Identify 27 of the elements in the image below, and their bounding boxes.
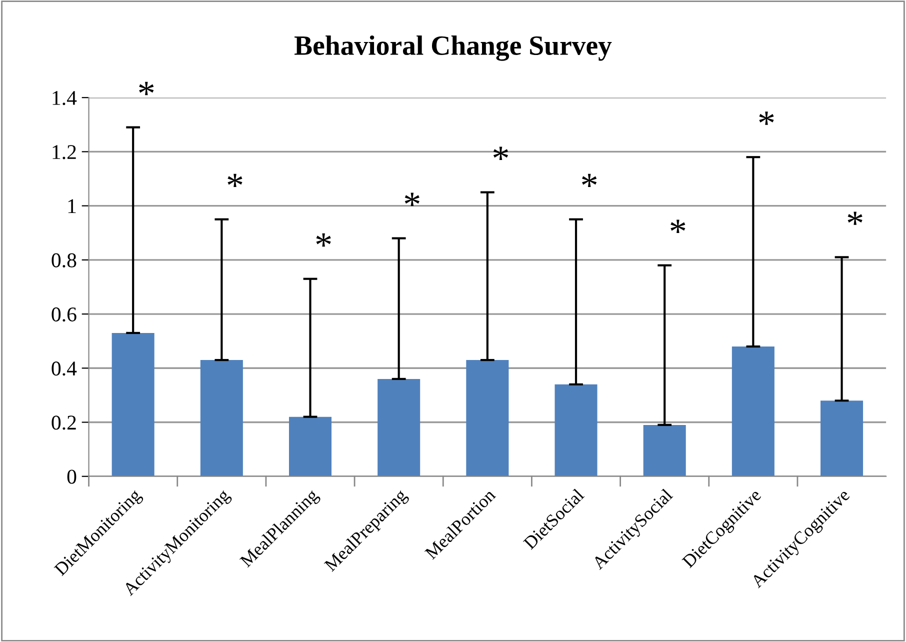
annotation: * [493, 146, 508, 160]
annotation: * [228, 174, 242, 188]
annotation: * [404, 192, 420, 206]
y-tick-label: 1.4 [52, 91, 77, 106]
annotation: * [582, 174, 597, 188]
y-tick-label: 0.4 [52, 362, 77, 376]
annotation: * [316, 233, 331, 247]
y-tick-label: 1 [68, 199, 76, 214]
y-tick-label: 1.2 [52, 145, 76, 160]
annotation: * [848, 212, 862, 225]
y-tick-label: 0.6 [52, 307, 76, 322]
bar [554, 384, 598, 476]
bar [820, 400, 864, 476]
y-tick-label: 0 [67, 470, 76, 484]
bar [200, 360, 243, 476]
bar [378, 378, 420, 476]
bar [288, 416, 332, 476]
annotation: * [759, 112, 774, 125]
bar [643, 424, 686, 476]
text: * [139, 82, 154, 96]
y-tick-label: 0.2 [52, 416, 76, 430]
bar [732, 346, 774, 476]
annotation: * [670, 220, 686, 234]
bar [112, 332, 154, 476]
chart-title: Behavioral Change Survey [294, 35, 612, 61]
y-tick-label: 0.8 [52, 253, 76, 268]
bar [466, 360, 509, 476]
